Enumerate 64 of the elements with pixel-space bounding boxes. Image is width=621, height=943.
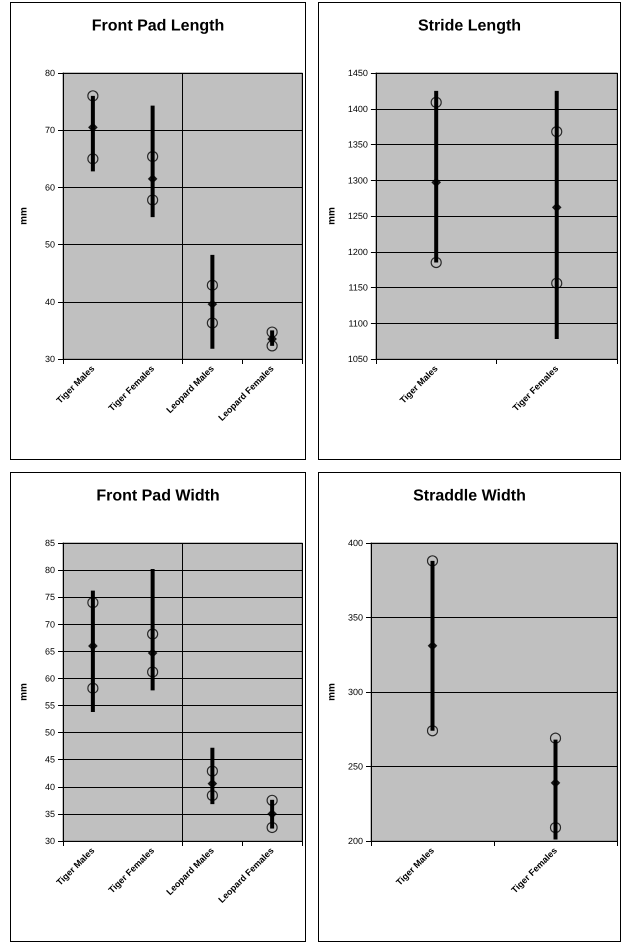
y-tick-label: 55 bbox=[44, 700, 55, 711]
point bbox=[87, 682, 98, 694]
point bbox=[551, 278, 562, 289]
y-axis-title: mm bbox=[326, 207, 338, 225]
point bbox=[87, 597, 98, 608]
y-tick-label: 200 bbox=[348, 836, 363, 846]
y-tick-label: 70 bbox=[44, 619, 55, 630]
y-tick-label: 80 bbox=[44, 68, 55, 78]
y-tick-label: 35 bbox=[44, 808, 55, 819]
y-tick-label: 300 bbox=[348, 687, 363, 697]
y-tick-label: 70 bbox=[44, 125, 55, 136]
point bbox=[550, 822, 562, 834]
point bbox=[266, 326, 278, 338]
point bbox=[430, 96, 442, 108]
y-axis-title: mm bbox=[18, 683, 30, 701]
y-tick-label: 1100 bbox=[348, 318, 368, 328]
y-tick-label: 400 bbox=[348, 538, 363, 548]
y-tick-label: 85 bbox=[44, 538, 55, 548]
y-tick-label: 1050 bbox=[348, 354, 368, 364]
y-tick-label: 1350 bbox=[348, 140, 368, 150]
y-tick-label: 75 bbox=[44, 592, 55, 602]
point bbox=[266, 340, 278, 352]
y-tick-label: 40 bbox=[44, 296, 55, 307]
y-tick-label: 50 bbox=[44, 728, 55, 738]
point bbox=[551, 126, 562, 138]
point bbox=[206, 280, 218, 291]
y-tick-label: 65 bbox=[44, 646, 55, 656]
point bbox=[147, 194, 158, 206]
point bbox=[426, 555, 438, 566]
y-tick-label: 250 bbox=[348, 762, 363, 772]
point bbox=[550, 732, 562, 744]
y-tick-label: 1300 bbox=[348, 175, 368, 186]
point bbox=[87, 90, 98, 102]
y-tick-label: 350 bbox=[348, 612, 363, 622]
y-tick-label: 50 bbox=[44, 240, 55, 250]
point bbox=[206, 790, 218, 802]
point bbox=[266, 794, 278, 806]
chart-title: Stride Length bbox=[418, 18, 522, 34]
point bbox=[147, 666, 158, 678]
chart-title: Straddle Width bbox=[413, 488, 526, 504]
y-tick-label: 1200 bbox=[348, 246, 368, 257]
y-axis-title: mm bbox=[326, 683, 338, 701]
chart-title: Front Pad Length bbox=[92, 18, 224, 34]
y-axis-title: mm bbox=[18, 207, 30, 225]
point bbox=[147, 628, 158, 640]
point bbox=[206, 766, 218, 777]
point bbox=[426, 725, 438, 736]
point bbox=[87, 153, 98, 164]
point bbox=[266, 822, 278, 834]
y-tick-label: 1150 bbox=[348, 282, 368, 292]
point bbox=[206, 317, 218, 329]
y-tick-label: 45 bbox=[44, 754, 55, 765]
point bbox=[147, 150, 158, 162]
chart-title: Front Pad Width bbox=[96, 488, 220, 504]
point bbox=[430, 256, 442, 268]
y-tick-label: 60 bbox=[44, 673, 55, 684]
y-tick-label: 1250 bbox=[348, 211, 368, 221]
y-tick-label: 30 bbox=[44, 354, 55, 364]
y-tick-label: 40 bbox=[44, 782, 55, 792]
y-tick-label: 60 bbox=[44, 182, 55, 192]
y-tick-label: 1450 bbox=[348, 68, 368, 78]
y-tick-label: 30 bbox=[44, 836, 55, 846]
y-tick-label: 1400 bbox=[348, 104, 368, 114]
y-tick-label: 80 bbox=[44, 565, 55, 576]
